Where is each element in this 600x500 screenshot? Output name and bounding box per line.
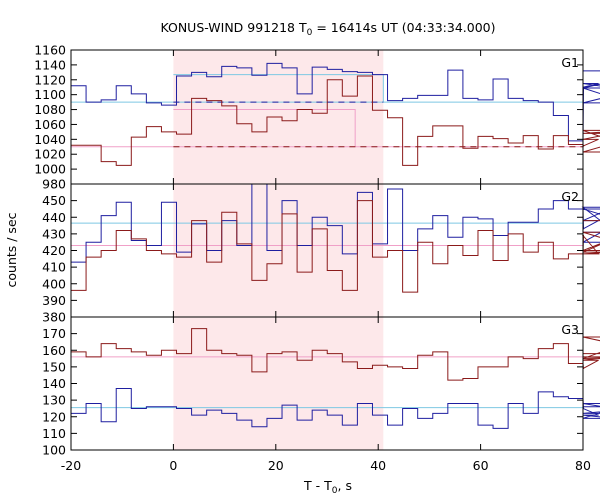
chart-title: KONUS-WIND 991218 T0 = 16414s UT (04:33:… (160, 20, 495, 38)
y-tick-label: 1100 (34, 87, 66, 102)
y-tick-label: 140 (42, 376, 66, 391)
series-g3-blue (71, 387, 600, 429)
y-tick-label: 400 (42, 276, 66, 291)
panel-label-g2: G2 (561, 189, 579, 204)
y-tick-label: 170 (42, 326, 66, 341)
y-tick-label: 150 (42, 359, 66, 374)
y-tick-label: 1060 (34, 117, 66, 132)
x-tick-label: -20 (61, 458, 81, 473)
y-tick-label: 100 (42, 443, 66, 458)
x-axis-label: T - T0, s (303, 478, 352, 496)
text-layer: 980100010201040106010801100112011401160G… (34, 43, 591, 474)
x-tick-label: 20 (268, 458, 284, 473)
y-tick-label: 1120 (34, 72, 66, 87)
panel-label-g1: G1 (561, 55, 579, 70)
y-tick-label: 390 (42, 293, 66, 308)
series-g3-red (71, 328, 600, 381)
y-tick-label: 110 (42, 426, 66, 441)
y-tick-label: 440 (42, 210, 66, 225)
series-g1-red (71, 75, 600, 166)
series-g2-blue (71, 183, 600, 263)
panel-label-g3: G3 (561, 322, 579, 337)
x-tick-label: 40 (370, 458, 386, 473)
y-tick-label: 130 (42, 393, 66, 408)
series-layer (71, 62, 600, 429)
y-tick-label: 1160 (34, 43, 66, 58)
y-tick-label: 1000 (34, 162, 66, 177)
y-tick-label: 1020 (34, 147, 66, 162)
y-tick-label: 450 (42, 193, 66, 208)
y-tick-label: 410 (42, 260, 66, 275)
y-tick-label: 980 (42, 177, 66, 192)
y-tick-label: 160 (42, 343, 66, 358)
y-tick-label: 1040 (34, 132, 66, 147)
interval-box-pink (173, 109, 356, 147)
y-tick-label: 380 (42, 310, 66, 325)
y-tick-label: 420 (42, 243, 66, 258)
y-tick-label: 1140 (34, 57, 66, 72)
x-tick-label: 0 (169, 458, 177, 473)
axes-layer (70, 49, 584, 451)
y-tick-label: 120 (42, 409, 66, 424)
y-axis-label: counts / sec (4, 212, 19, 287)
y-tick-label: 1080 (34, 102, 66, 117)
x-tick-label: 80 (575, 458, 591, 473)
y-tick-label: 430 (42, 226, 66, 241)
x-tick-label: 60 (473, 458, 489, 473)
series-g2-red (71, 200, 600, 293)
